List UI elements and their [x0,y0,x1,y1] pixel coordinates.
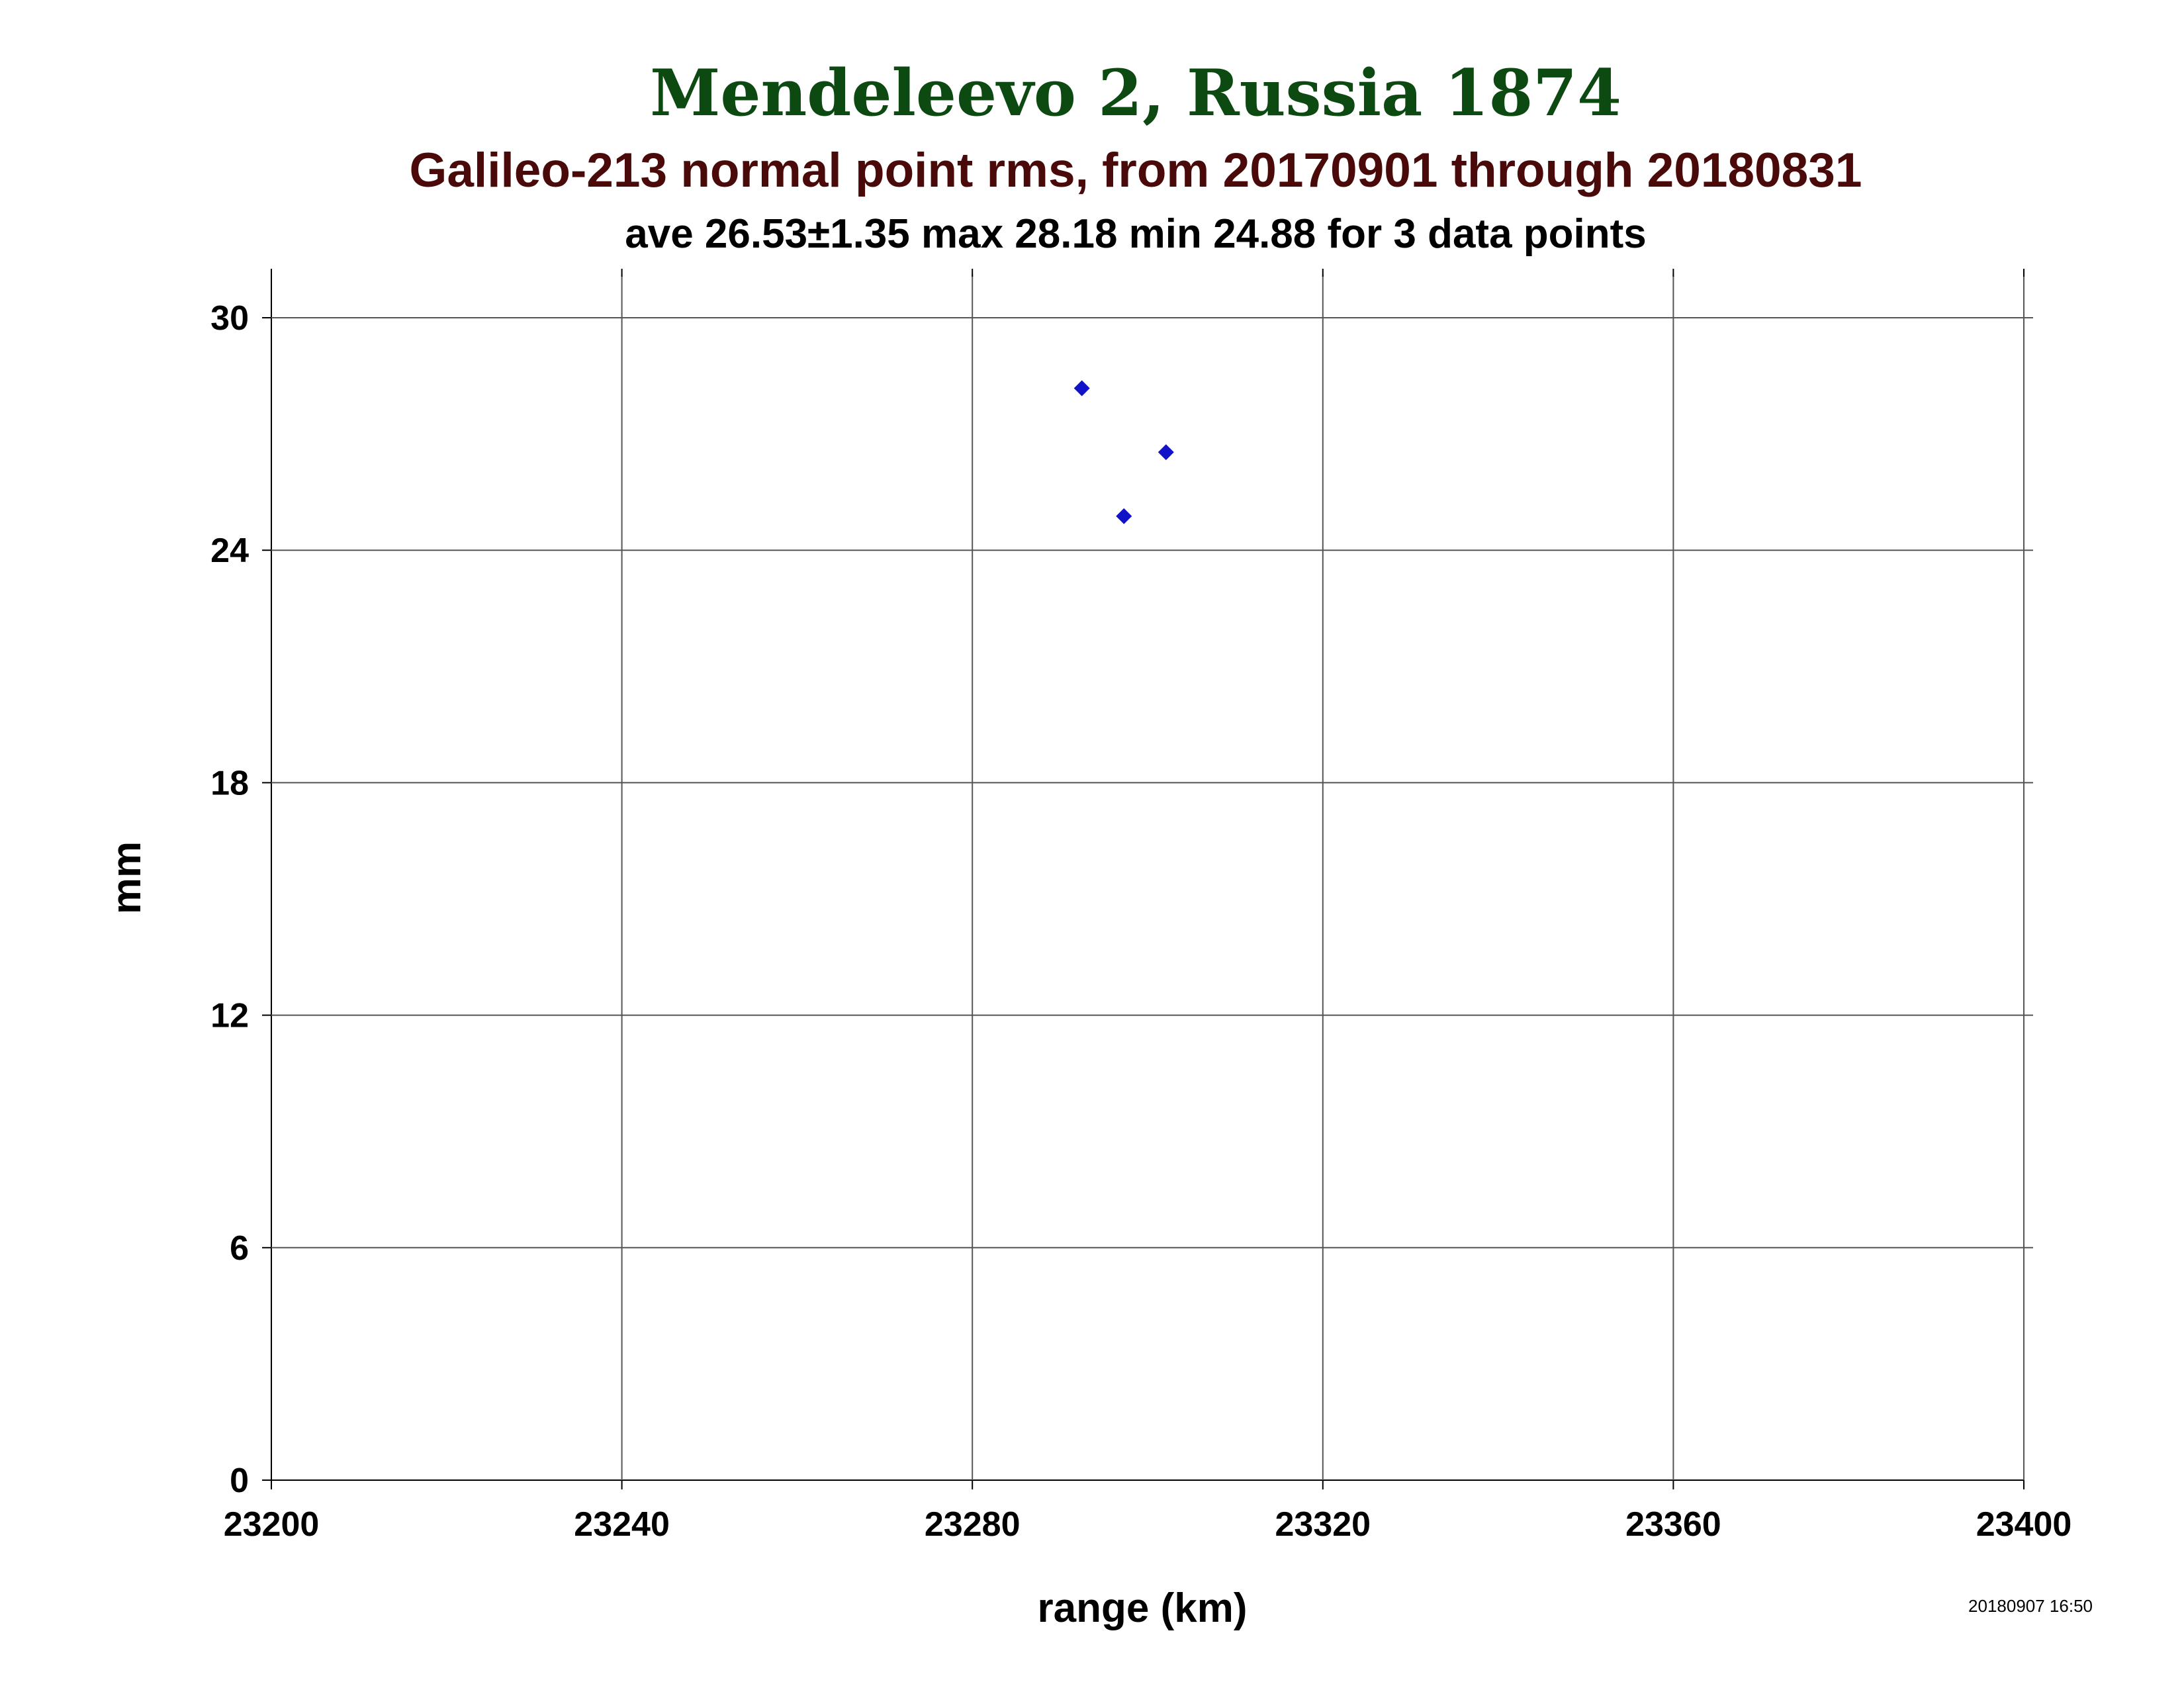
chart-stats-line: ave 26.53±1.35 max 28.18 min 24.88 for 3… [625,211,1647,257]
x-tick-label: 23400 [1976,1505,2072,1544]
x-tick-label: 23320 [1275,1505,1371,1544]
x-tick-label: 23360 [1625,1505,1721,1544]
ticks: 23200 23240 23280 23320 23360 23400 0 6 12 18 24 30 [210,269,2071,1544]
y-tick-label: 12 [210,997,249,1035]
y-tick-label: 30 [210,299,249,338]
data-point [1116,508,1132,524]
x-tick-label: 23200 [224,1505,320,1544]
x-tick-label: 23240 [574,1505,670,1544]
y-tick-label: 6 [230,1229,249,1268]
data-point [1073,380,1090,397]
grid [271,274,2033,1481]
data-point [1158,444,1174,461]
chart-subtitle: Galileo-213 normal point rms, from 20170… [410,144,1862,197]
y-tick-label: 18 [210,764,249,802]
y-tick-label: 24 [210,532,249,570]
y-axis-label: mm [104,841,150,914]
data-points [1073,380,1174,524]
timestamp: 20180907 16:50 [1968,1596,2093,1616]
x-tick-label: 23280 [925,1505,1021,1544]
y-tick-label: 0 [230,1462,249,1500]
x-axis-label: range (km) [1038,1585,1248,1631]
chart-title: Mendeleevo 2, Russia 1874 [650,56,1621,130]
